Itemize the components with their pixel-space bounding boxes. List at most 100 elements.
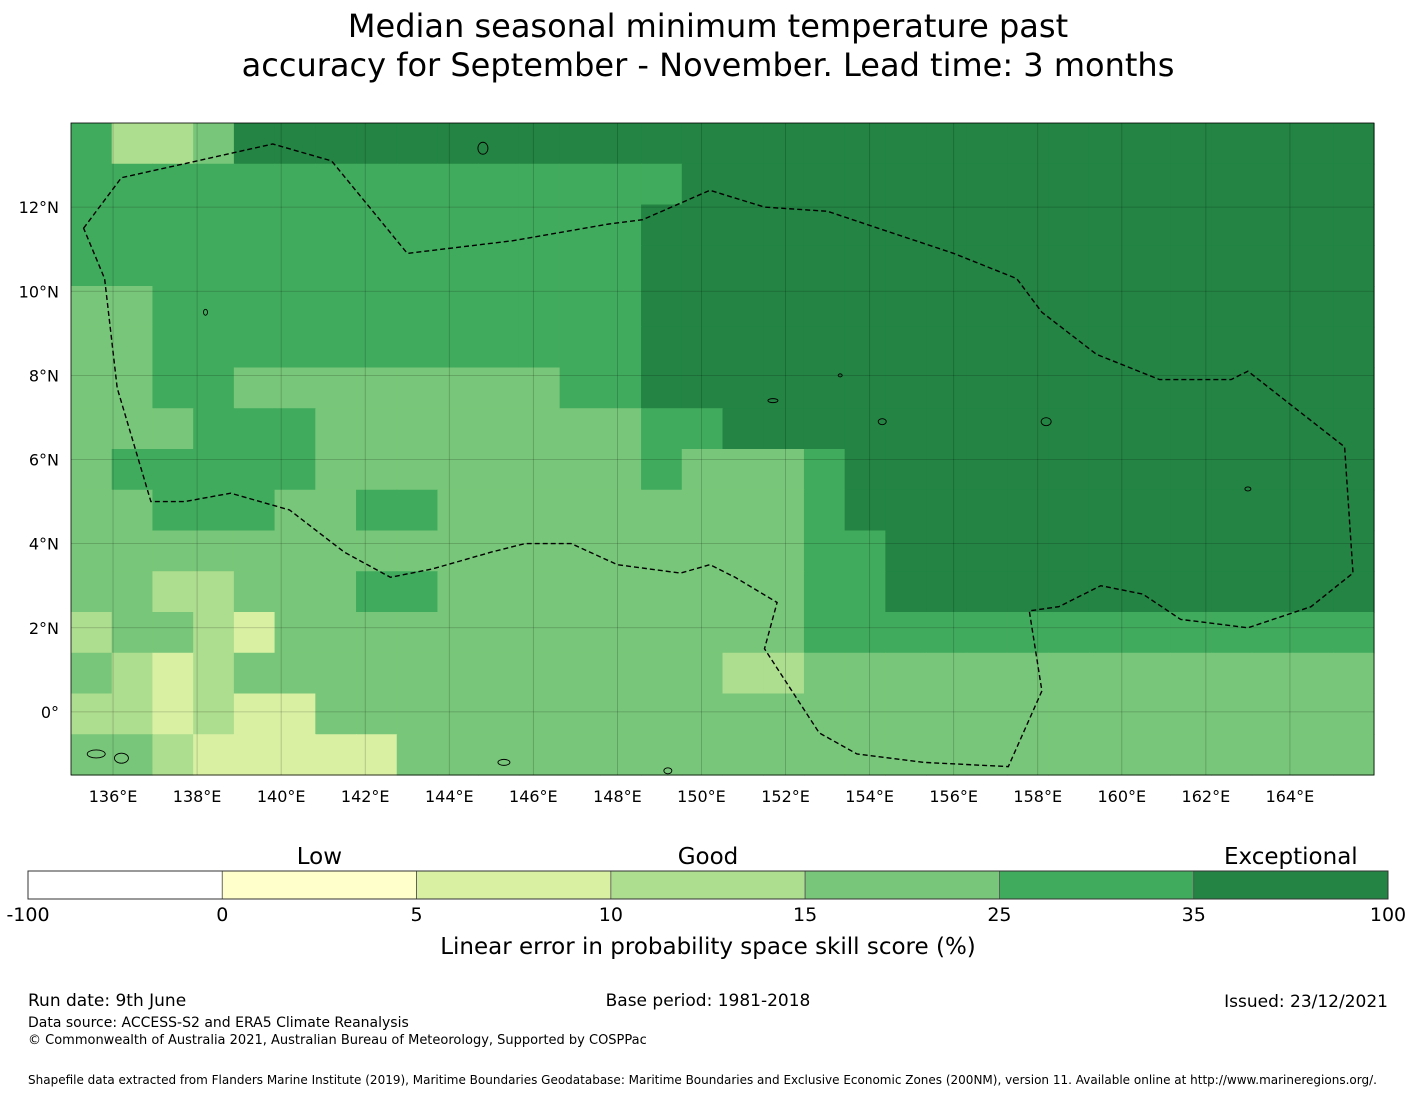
skill-cell — [1333, 449, 1375, 491]
skill-cell — [763, 612, 805, 654]
skill-cell — [1333, 286, 1375, 328]
skill-cell — [885, 367, 927, 409]
skill-cell — [600, 652, 642, 695]
skill-cell — [315, 204, 357, 246]
skill-cell — [71, 449, 113, 491]
skill-cell — [1007, 286, 1049, 328]
skill-cell — [1170, 204, 1212, 246]
skill-cell — [885, 408, 927, 450]
skill-cell — [478, 571, 520, 613]
skill-cell — [681, 326, 724, 369]
skill-cell — [71, 652, 113, 695]
skill-cell — [803, 326, 846, 369]
skill-cell — [803, 123, 846, 165]
skill-cell — [1251, 652, 1294, 695]
skill-cell — [478, 286, 520, 328]
skill-cell — [1333, 326, 1375, 369]
skill-cell — [559, 123, 601, 165]
longitude-label: 146°E — [509, 787, 558, 806]
skill-cell — [437, 571, 479, 613]
skill-cell — [1292, 612, 1334, 654]
skill-cell — [1333, 693, 1375, 735]
skill-cell — [681, 204, 724, 246]
skill-cell — [641, 245, 683, 287]
skill-cell — [274, 693, 316, 735]
skill-cell — [274, 245, 316, 287]
skill-cell — [641, 693, 683, 735]
latitude-label: 4°N — [29, 535, 59, 554]
longitude-label: 160°E — [1097, 787, 1146, 806]
skill-cell — [885, 693, 927, 735]
skill-cell — [1048, 204, 1090, 246]
skill-cell — [1251, 123, 1294, 165]
skill-cell — [600, 286, 642, 328]
skill-cell — [1170, 326, 1212, 369]
skill-cell — [1211, 693, 1253, 735]
skill-cell — [1007, 612, 1049, 654]
skill-cell — [1292, 693, 1334, 735]
skill-cell — [315, 449, 357, 491]
skill-cell — [926, 612, 968, 654]
skill-cell — [315, 571, 357, 613]
skill-cell — [600, 123, 642, 165]
skill-cell — [437, 612, 479, 654]
colorbar-bin — [221, 870, 417, 900]
skill-cell — [1251, 408, 1294, 450]
island-outline — [877, 418, 887, 426]
skill-cell — [1292, 286, 1334, 328]
skill-cell — [1292, 326, 1334, 369]
skill-cell — [885, 245, 927, 287]
skill-cell — [274, 204, 316, 246]
skill-cell — [763, 204, 805, 246]
latitude-label: 6°N — [29, 451, 59, 470]
skill-cell — [437, 693, 479, 735]
skill-cell — [926, 408, 968, 450]
skill-cell — [600, 163, 642, 206]
skill-cell — [1048, 489, 1090, 532]
longitude-label: 156°E — [929, 787, 978, 806]
skill-cell — [1170, 123, 1212, 165]
skill-cell — [641, 530, 683, 572]
skill-cell — [193, 245, 235, 287]
skill-cell — [233, 163, 276, 206]
skill-cell — [641, 163, 683, 206]
skill-cell — [1170, 530, 1212, 572]
skill-cell — [356, 123, 398, 165]
skill-cell — [1129, 612, 1172, 654]
run-date: Run date: 9th June — [28, 991, 187, 1011]
skill-cell — [71, 286, 113, 328]
skill-cell — [437, 123, 479, 165]
skill-cell — [1292, 734, 1334, 776]
skill-cell — [1129, 693, 1172, 735]
skill-cell — [111, 367, 154, 409]
skill-cell — [600, 245, 642, 287]
skill-cell — [1129, 245, 1172, 287]
skill-cell — [885, 204, 927, 246]
skill-cell — [1129, 286, 1172, 328]
skill-cell — [396, 734, 439, 776]
skill-grid — [71, 123, 1375, 776]
skill-cell — [1129, 408, 1172, 450]
skill-cell — [111, 163, 154, 206]
skill-cell — [1333, 204, 1375, 246]
skill-cell — [1129, 204, 1172, 246]
colorbar-tick-labels: -100 0 5 10 15 25 35 100 — [6, 904, 1406, 926]
skill-cell — [1211, 163, 1253, 206]
skill-cell — [478, 163, 520, 206]
skill-cell — [315, 326, 357, 369]
skill-cell — [1129, 530, 1172, 572]
skill-cell — [111, 286, 154, 328]
skill-cell — [926, 163, 968, 206]
latitude-label: 10°N — [19, 282, 59, 301]
skill-cell — [803, 652, 846, 695]
skill-cell — [926, 652, 968, 695]
data-source: Data source: ACCESS-S2 and ERA5 Climate … — [28, 1015, 409, 1031]
skill-cell — [274, 286, 316, 328]
skill-cell — [803, 408, 846, 450]
skill-cell — [1292, 652, 1334, 695]
skill-cell — [193, 123, 235, 165]
longitude-label: 158°E — [1013, 787, 1062, 806]
skill-cell — [274, 163, 316, 206]
skill-cell — [966, 693, 1009, 735]
skill-cell — [681, 286, 724, 328]
